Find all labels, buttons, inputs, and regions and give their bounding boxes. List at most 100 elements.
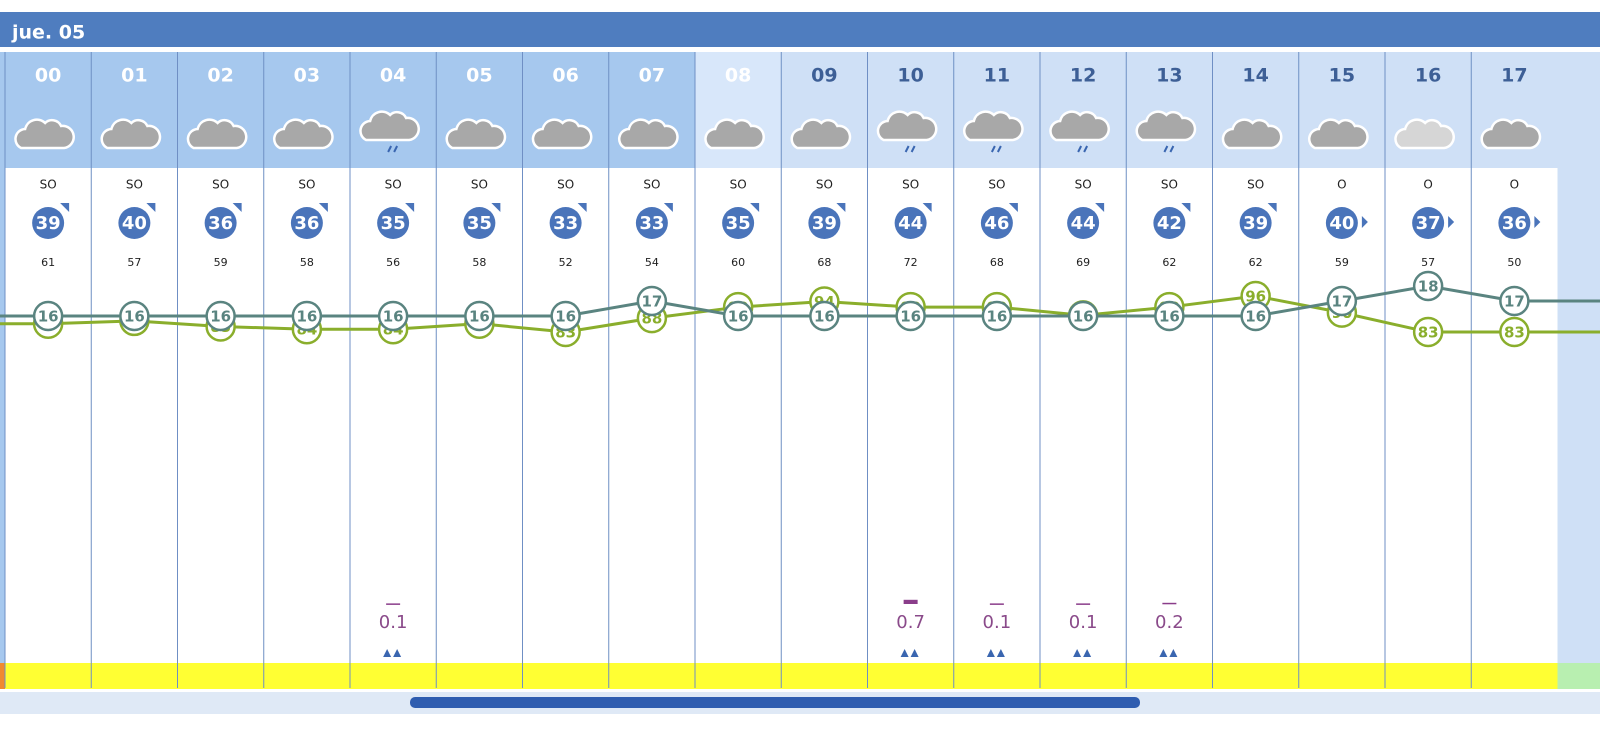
header-cell (867, 52, 954, 168)
wind-badge (549, 207, 582, 239)
temperature-label: 16 (814, 308, 835, 326)
wind-direction: O (1337, 178, 1346, 192)
hour: 02 (207, 65, 233, 87)
wind-gust: 62 (1162, 256, 1176, 269)
wind-arrow (232, 203, 242, 212)
wind-badge (32, 207, 65, 239)
wind-speed: 39 (1243, 213, 1268, 234)
precip-bar (989, 603, 1004, 605)
temperature-label: 16 (296, 308, 317, 326)
cloud-icon (1480, 118, 1542, 150)
precip-value: 0.1 (1069, 612, 1098, 633)
precip-icon (383, 649, 402, 657)
scroll-thumb[interactable] (410, 697, 1140, 708)
wind-gust: 72 (904, 256, 918, 269)
wind-speed: 37 (1416, 213, 1441, 234)
cloud-icon (359, 110, 420, 142)
temperature-dot (32, 300, 64, 332)
wind-badge (1153, 207, 1186, 239)
wind-gust: 59 (1335, 256, 1349, 269)
temperature-dot (1067, 300, 1099, 332)
precip-bar (386, 603, 401, 605)
hour: 15 (1329, 65, 1355, 87)
humidity-dot (1499, 316, 1530, 348)
precip-value: 0.7 (896, 612, 925, 633)
hour: 01 (121, 65, 147, 87)
level-left (0, 663, 5, 689)
level-cell (608, 663, 695, 689)
level-cell (91, 663, 178, 689)
day-label: jue. 05 (11, 22, 85, 44)
wind-direction: SO (298, 178, 315, 192)
cloud-icon (704, 118, 765, 150)
wind-badge (1498, 207, 1531, 239)
wind-arrow (1534, 216, 1541, 228)
wind-badge (1067, 207, 1100, 239)
temperature-dot (1326, 285, 1358, 317)
cloud-icon (1049, 110, 1110, 142)
level-cell (177, 663, 264, 689)
level-cell (1298, 663, 1385, 689)
hour: 14 (1242, 65, 1268, 87)
wind-direction: O (1510, 178, 1519, 192)
temperature-dot (809, 300, 840, 332)
temperature-label: 16 (210, 308, 231, 326)
wind-gust: 68 (990, 256, 1004, 269)
temperature-dot (550, 300, 581, 332)
precip-bar (903, 599, 918, 604)
wind-badge (894, 207, 927, 239)
temperature-line (0, 284, 1600, 318)
wind-speed: 40 (122, 213, 147, 234)
left-stub (0, 52, 5, 688)
wind-arrow (1448, 216, 1455, 228)
wind-direction: SO (557, 178, 574, 192)
temperature-label: 16 (728, 308, 749, 326)
level-cell (1471, 663, 1558, 689)
level-right (1557, 663, 1600, 689)
wind-badge (463, 207, 496, 239)
wind-speed: 44 (1071, 213, 1096, 234)
header-cell (953, 52, 1040, 168)
temperature-dot (291, 300, 323, 332)
wind-direction: SO (385, 178, 402, 192)
rain-icon (387, 145, 399, 153)
wind-arrow (60, 203, 70, 212)
wind-badge (980, 207, 1013, 239)
cloud-icon (100, 118, 162, 150)
temperature-label: 16 (900, 308, 921, 326)
temperature-dot (636, 285, 668, 317)
wind-gust: 56 (386, 256, 400, 269)
wind-direction: SO (212, 178, 229, 192)
wind-speed: 36 (294, 213, 319, 234)
wind-badge (722, 207, 755, 239)
wind-gust: 58 (300, 256, 314, 269)
wind-arrow (1361, 216, 1368, 228)
temperature-dot (119, 300, 150, 332)
wind-direction: SO (816, 178, 833, 192)
rain-icon (990, 145, 1002, 153)
temperature-label: 17 (641, 293, 662, 311)
wind-speed: 36 (1502, 213, 1527, 234)
temperature-label: 17 (1331, 293, 1352, 311)
wind-arrow (146, 203, 156, 212)
humidity-dot (1412, 316, 1444, 348)
temperature-label: 17 (1504, 293, 1525, 311)
level-cell (522, 663, 609, 689)
precip-value: 0.1 (379, 612, 408, 633)
cloud-icon (445, 118, 507, 150)
cloud-icon (531, 118, 593, 150)
level-cell (867, 663, 954, 689)
cloud-icon (1135, 110, 1197, 142)
hour: 06 (552, 65, 578, 87)
wind-direction: SO (471, 178, 488, 192)
level-cell (1126, 663, 1213, 689)
temperature-label: 16 (1159, 308, 1180, 326)
wind-badge (290, 207, 323, 239)
wind-arrow (1095, 203, 1105, 212)
temperature-label: 16 (383, 308, 404, 326)
humidity-label: 83 (1418, 324, 1439, 342)
temperature-dot (981, 300, 1013, 332)
wind-badge (1412, 207, 1445, 239)
wind-arrow (750, 203, 760, 212)
